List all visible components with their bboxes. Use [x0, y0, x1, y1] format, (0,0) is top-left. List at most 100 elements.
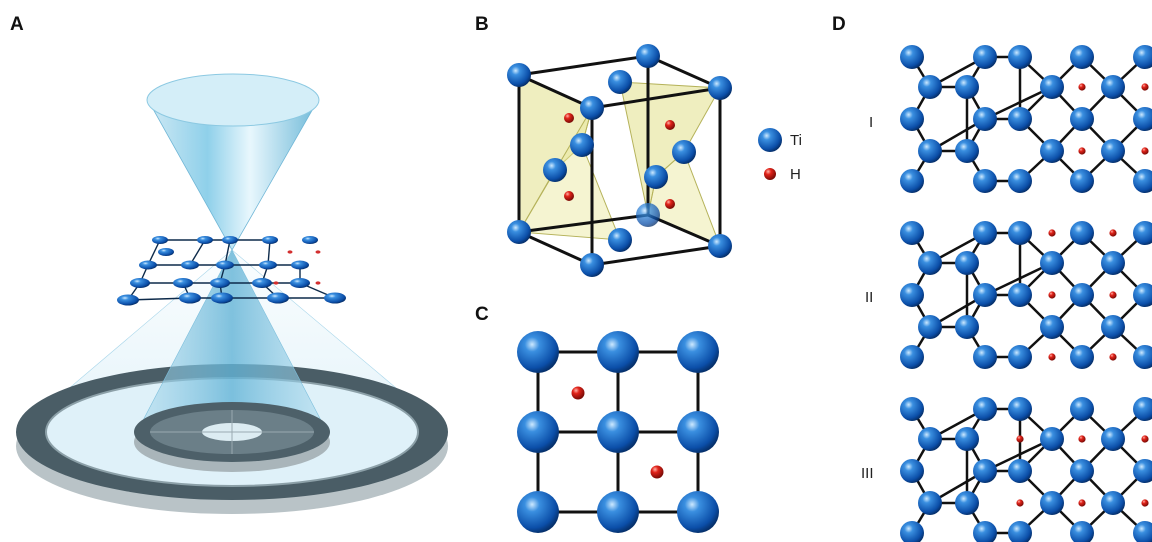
- ti-atom: [1040, 491, 1064, 515]
- ti-atom: [973, 521, 997, 542]
- ti-atom: [1008, 283, 1032, 307]
- ti-atom: [1070, 221, 1094, 245]
- square-lattice-h-atoms: [571, 386, 664, 479]
- bond: [984, 85, 1053, 121]
- ti-atom: [1040, 75, 1064, 99]
- ti-atom: [918, 139, 942, 163]
- panel-c-label: C: [475, 304, 489, 325]
- ti-atom: [973, 283, 997, 307]
- ti-atom: [973, 45, 997, 69]
- bond: [984, 261, 1053, 297]
- ti-atom: [900, 45, 924, 69]
- ti-atom: [1133, 45, 1152, 69]
- ti-atom: [955, 75, 979, 99]
- ti-atom: [1008, 345, 1032, 369]
- ti-atom: [900, 283, 924, 307]
- ti-atom: [1133, 283, 1152, 307]
- legend-h-marker: [764, 168, 776, 180]
- ti-atom: [973, 345, 997, 369]
- legend-h-label: H: [790, 166, 801, 183]
- stacking-row-i: [900, 45, 1152, 193]
- ti-atom: [1133, 459, 1152, 483]
- ti-atom: [955, 491, 979, 515]
- ti-atom: [1070, 521, 1094, 542]
- panel-d: D I II III: [832, 14, 1152, 542]
- inner-detector: [134, 402, 330, 472]
- panel-a-label: A: [10, 14, 24, 35]
- row-label-i: I: [869, 114, 873, 131]
- ti-atom: [1101, 251, 1125, 275]
- legend: Ti H: [758, 128, 802, 183]
- ti-atom: [1040, 251, 1064, 275]
- lattice-ti-atoms: [117, 236, 346, 306]
- panel-a: A: [10, 14, 448, 514]
- panel-b-label: B: [475, 14, 489, 35]
- ti-atom: [973, 221, 997, 245]
- ti-atom: [1070, 397, 1094, 421]
- ti-atom: [918, 427, 942, 451]
- ti-atom: [1101, 139, 1125, 163]
- bond: [984, 437, 1053, 473]
- ti-atom: [1133, 107, 1152, 131]
- h-atom: [1078, 147, 1086, 155]
- legend-ti-label: Ti: [790, 132, 802, 149]
- ti-atom: [1070, 345, 1094, 369]
- ti-atom: [1101, 427, 1125, 451]
- ti-atom: [1101, 75, 1125, 99]
- cell-ti-atoms: [507, 44, 732, 277]
- ti-atom: [955, 139, 979, 163]
- ti-atom: [918, 251, 942, 275]
- h-atom: [1141, 435, 1149, 443]
- row-label-iii: III: [861, 465, 874, 482]
- ti-atom: [1008, 397, 1032, 421]
- ti-atom: [1040, 315, 1064, 339]
- ti-atom: [973, 169, 997, 193]
- ti-atom: [955, 315, 979, 339]
- ti-atom: [1008, 521, 1032, 542]
- h-atom: [1141, 83, 1149, 91]
- lattice-h-atoms: [273, 250, 321, 285]
- ti-atom: [1040, 427, 1064, 451]
- ti-atom: [900, 169, 924, 193]
- h-atom: [1078, 83, 1086, 91]
- panel-b: B: [475, 14, 802, 277]
- unit-cell-edges: [517, 54, 722, 267]
- ti-atom: [1133, 521, 1152, 542]
- h-atom: [1109, 291, 1117, 299]
- h-atom: [1078, 435, 1086, 443]
- ti-atom: [1101, 491, 1125, 515]
- ti-atom: [955, 251, 979, 275]
- ti-atom: [1101, 315, 1125, 339]
- square-lattice-ti-atoms: [517, 331, 719, 533]
- ti-atom: [1008, 459, 1032, 483]
- ti-atom: [1008, 169, 1032, 193]
- ti-atom: [1133, 397, 1152, 421]
- ti-atom: [1133, 345, 1152, 369]
- ti-atom: [900, 221, 924, 245]
- ti-atom: [1070, 169, 1094, 193]
- ti-atom: [1070, 283, 1094, 307]
- ti-atom: [918, 315, 942, 339]
- h-atom: [1109, 229, 1117, 237]
- cell-h-atoms: [564, 113, 675, 209]
- ti-atom: [1070, 107, 1094, 131]
- row-label-ii: II: [865, 289, 873, 306]
- h-atom: [1048, 291, 1056, 299]
- h-atom: [1141, 499, 1149, 507]
- ti-atom: [973, 397, 997, 421]
- ti-atom: [973, 459, 997, 483]
- ti-atom: [918, 75, 942, 99]
- ti-atom: [900, 107, 924, 131]
- ti-atom: [1133, 221, 1152, 245]
- h-atom: [1048, 353, 1056, 361]
- stacking-row-iii: [900, 397, 1152, 542]
- stacking-variants: [900, 45, 1152, 542]
- ti-atom: [1070, 459, 1094, 483]
- ti-atom: [955, 427, 979, 451]
- ti-atom: [918, 491, 942, 515]
- h-atom: [1141, 147, 1149, 155]
- ti-atom: [900, 521, 924, 542]
- h-atom: [1048, 229, 1056, 237]
- ti-atom: [1008, 107, 1032, 131]
